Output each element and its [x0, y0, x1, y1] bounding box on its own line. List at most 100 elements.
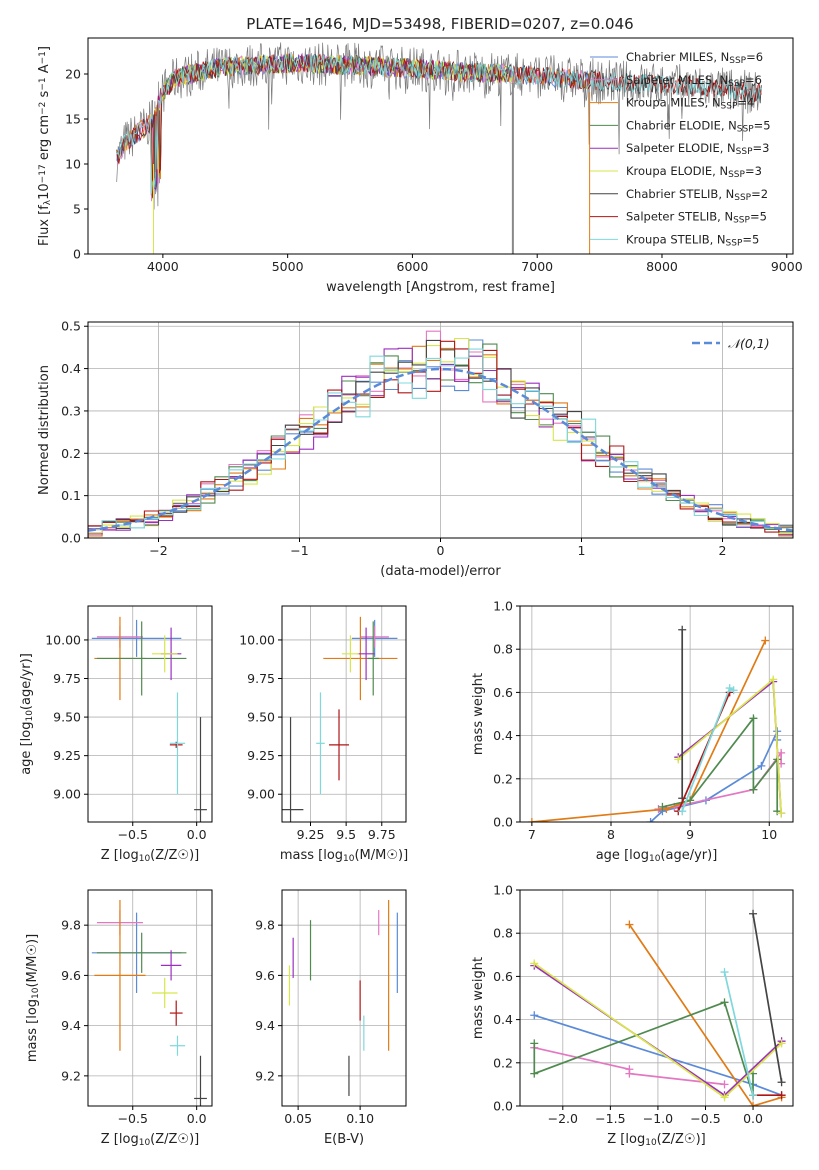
- label-part: 10: [139, 1138, 151, 1148]
- x-axis-label: Z [log10(Z/Z☉)]: [101, 848, 199, 864]
- errorbar-kroupa-elodie: [341, 635, 359, 673]
- x-tick-label: −1: [290, 543, 308, 558]
- label-part: λ: [43, 199, 53, 205]
- y-tick-label: 0.0: [61, 531, 81, 546]
- model-line-kroupa-stelib: [116, 53, 762, 194]
- label-part: −1: [38, 51, 48, 64]
- legend-label-chabrier-stelib: Chabrier STELIB, NSSP=2: [626, 187, 768, 203]
- normal-reference-curve: [88, 367, 793, 532]
- legend-label-kroupa-stelib: Kroupa STELIB, NSSP=5: [626, 232, 759, 248]
- plot-area-weight_vs_age: [520, 606, 793, 822]
- label-part: 10: [25, 710, 35, 722]
- y-axis-label: Flux [fλ10−17 erg cm−2 s−1 A−1]: [37, 46, 53, 246]
- x-tick-label: 10: [761, 827, 777, 842]
- weight-marker-chabrier-miles: [646, 818, 655, 822]
- y-tick-label: 9.00: [53, 787, 81, 802]
- weight-marker-kroupa-miles: [625, 920, 634, 929]
- errorbar-salpeter-stelib: [169, 1000, 183, 1026]
- label-part: Normed distribution: [37, 365, 52, 495]
- label-part: Chabrier STELIB, N: [626, 187, 734, 201]
- errorbar-kroupa-stelib: [169, 1035, 186, 1056]
- weight-marker-chabrier-elodie: [530, 1039, 539, 1048]
- label-part: log: [323, 848, 343, 863]
- x-tick-label: −1.5: [595, 1111, 625, 1126]
- y-tick-label: 9.25: [247, 748, 275, 763]
- errorbar-kroupa-stelib: [316, 692, 325, 795]
- errorbar-chabrier-elodie: [96, 932, 187, 973]
- label-part: Salpeter STELIB, N: [626, 210, 733, 224]
- label-part: 10: [139, 854, 151, 864]
- weight-marker-kroupa-elodie: [720, 1093, 729, 1102]
- panel-spectrum: 4000 5000 6000 7000 8000 9000 0 5 10 15 20 waveleng…: [37, 37, 803, 295]
- x-tick-label: 6000: [397, 259, 429, 274]
- legend-label-normal: 𝒩(0,1): [728, 336, 770, 351]
- legend-label-chabrier-elodie: Chabrier ELODIE, NSSP=5: [626, 118, 771, 134]
- x-axis-label: Z [log10(Z/Z☉)]: [101, 1132, 199, 1148]
- label-part: 10: [31, 987, 41, 999]
- y-tick-label: 9.2: [61, 1068, 81, 1083]
- plot-area-age_vs_Z: [88, 606, 212, 822]
- label-part: (Z/Z☉)]: [657, 1132, 706, 1147]
- panels: 4000 5000 6000 7000 8000 900005101520waveleng…: [19, 37, 803, 1148]
- x-tick-label: −0.5: [690, 1111, 720, 1126]
- x-tick-label: 9.25: [297, 827, 325, 842]
- errorbar-kroupa-elodie: [151, 635, 178, 673]
- label-part: =6: [746, 50, 763, 64]
- y-tick-label: 9.8: [61, 918, 81, 933]
- label-part: wavelength [Angstrom, rest frame]: [326, 280, 555, 295]
- label-part: (M/M☉)]: [25, 934, 40, 988]
- label-part: Kroupa MILES, N: [626, 96, 721, 110]
- weight-marker-salpeter-miles: [625, 1069, 634, 1078]
- label-part: SSP: [728, 170, 745, 180]
- errorbar-kroupa-miles: [94, 900, 146, 1051]
- legend-label-salpeter-miles: Salpeter MILES, NSSP=6: [626, 73, 762, 89]
- y-tick-label: 10.00: [45, 632, 81, 647]
- legend-label-salpeter-stelib: Salpeter STELIB, NSSP=5: [626, 210, 767, 226]
- weight-line-chabrier-elodie: [533, 1001, 754, 1096]
- label-part: mass [: [25, 1019, 40, 1062]
- label-part: =2: [751, 187, 768, 201]
- y-tick-label: 10: [65, 157, 81, 172]
- x-tick-label: −0.5: [118, 1111, 148, 1126]
- y-tick-label: 0.4: [61, 361, 81, 376]
- x-tick-label: 9.5: [336, 827, 356, 842]
- y-tick-label: 9.75: [247, 671, 275, 686]
- axes-frame: [281, 605, 407, 823]
- plot-area-residual_histogram: [88, 322, 793, 538]
- x-axis-label: age [log10(age/yr)]: [596, 848, 718, 864]
- weight-marker-kroupa-elodie: [777, 1039, 786, 1048]
- errorbar-chabrier-elodie: [367, 621, 379, 696]
- legend-label-kroupa-miles: Kroupa MILES, NSSP=4: [626, 96, 754, 112]
- label-part: log: [119, 1132, 139, 1147]
- x-tick-label: 9.75: [368, 827, 396, 842]
- panel-age_vs_mass: 9.25 9.5 9.75 9.00 9.25 9.50 9.75 10.00 mass [lo…: [239, 605, 408, 864]
- weight-marker-kroupa-stelib: [729, 686, 738, 695]
- x-tick-label: −2.0: [548, 1111, 578, 1126]
- x-tick-label: 0: [437, 543, 445, 558]
- label-part: SSP: [736, 147, 753, 157]
- label-part: Kroupa ELODIE, N: [626, 164, 728, 178]
- label-part: =5: [742, 232, 759, 246]
- y-tick-label: 1.0: [493, 599, 513, 614]
- weight-marker-chabrier-stelib: [777, 1078, 786, 1087]
- x-tick-label: 0.10: [346, 1111, 374, 1126]
- axes-frame: [87, 37, 794, 255]
- y-tick-label: 0.4: [493, 1012, 513, 1027]
- x-axis-label: E(B-V): [324, 1132, 364, 1147]
- label-part: Z [: [101, 848, 119, 863]
- plot-area-mass_vs_Z: [88, 890, 212, 1106]
- y-axis-label: mass [log10(M/M☉)]: [25, 934, 41, 1062]
- x-tick-label: 5000: [272, 259, 304, 274]
- x-tick-label: 0.0: [743, 1111, 763, 1126]
- label-part: log: [19, 722, 34, 742]
- y-tick-label: 0.2: [61, 446, 81, 461]
- panel-mass_vs_EBV: 0.05 0.10 9.2 9.4 9.6 9.8 E(B-V): [255, 889, 407, 1147]
- legend-label-kroupa-elodie: Kroupa ELODIE, NSSP=3: [626, 164, 762, 180]
- label-part: (Z/Z☉)]: [150, 1132, 199, 1147]
- label-part: (data-model)/error: [380, 564, 501, 579]
- y-tick-label: 20: [65, 67, 81, 82]
- x-tick-label: 7000: [521, 259, 553, 274]
- label-part: (Z/Z☉)]: [150, 848, 199, 863]
